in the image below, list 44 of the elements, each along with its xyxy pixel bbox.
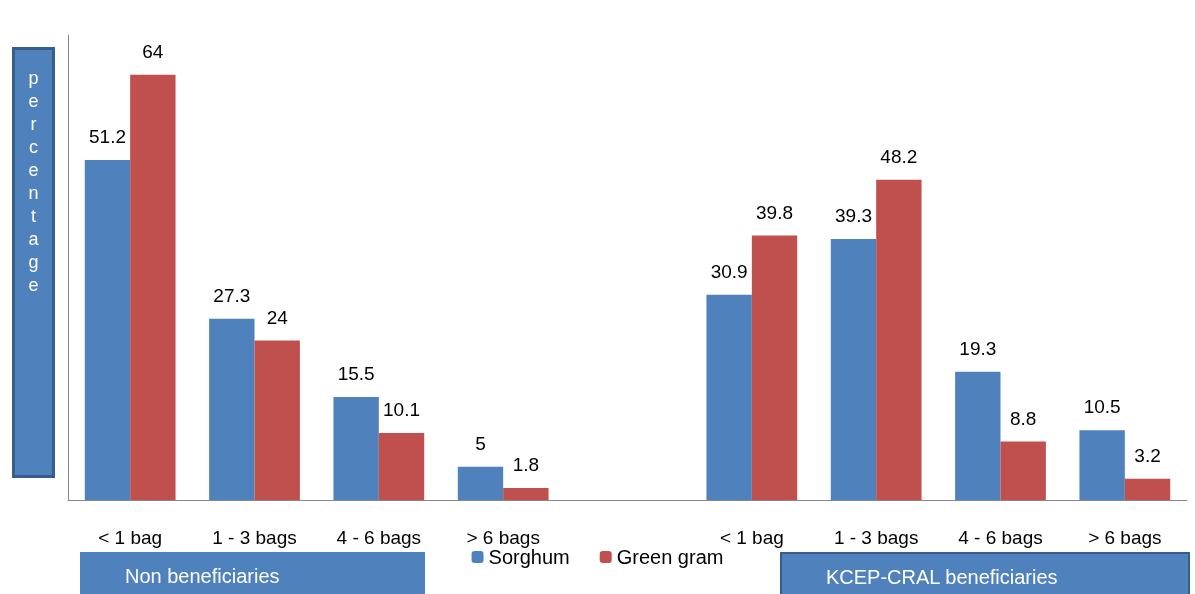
data-label: 27.3 [213,284,251,306]
data-label: 39.3 [834,204,872,226]
x-tick-label: < 1 bag [719,527,784,548]
data-label: 3.2 [1134,444,1161,466]
bar [1000,441,1046,500]
bar [130,74,176,500]
data-label: 19.3 [959,337,997,359]
data-label: 30.9 [710,260,748,282]
x-tick-label: 4 - 6 bags [958,527,1043,548]
legend-label: Green gram [616,546,724,568]
x-tick-label: 1 - 3 bags [833,527,919,548]
bar [254,340,300,500]
bar [706,294,752,500]
bar [830,238,877,500]
text: percentage [28,68,39,295]
data-label: 10.1 [383,398,421,420]
data-label: 10.5 [1083,396,1121,418]
bar [209,318,255,500]
data-label: 5 [475,432,486,454]
data-label: 39.8 [756,201,794,223]
bar [378,432,425,500]
bar [876,179,922,500]
data-label: 51.2 [88,125,126,147]
bar [457,466,504,500]
bar [751,235,798,500]
bar [333,397,379,500]
x-tick-label: 1 - 3 bags [212,527,297,548]
bar [503,488,549,500]
data-label: 24 [266,306,289,328]
x-tick-label: > 6 bags [1088,527,1162,548]
x-tick-label: < 1 bag [98,527,163,548]
data-label: 15.5 [337,363,375,385]
data-label: 8.8 [1009,407,1037,429]
data-label: 64 [142,40,164,62]
bar [84,159,131,500]
text: Non beneficiaries [125,565,280,587]
x-tick-label: > 6 bags [466,527,540,548]
bar [1124,478,1171,500]
bar [955,371,1001,500]
x-tick-label: 4 - 6 bags [336,527,422,548]
data-label: 1.8 [512,454,540,476]
bar [1079,430,1125,500]
text: KCEP-CRAL beneficiaries [826,566,1058,588]
data-label: 48.2 [880,145,918,167]
